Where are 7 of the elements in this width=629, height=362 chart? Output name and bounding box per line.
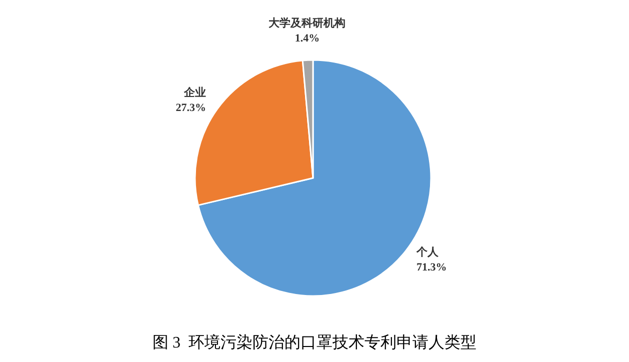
data-label: 1.4% [294,32,320,45]
data-label: 71.3% [416,261,447,274]
text: 图 3 环境污染防治的口罩技术专利申请人类型 [152,334,476,352]
slice-label: 个人 [416,245,440,258]
slice-label: 大学及科研机构 [268,16,346,30]
data-label: 27.3% [176,102,206,114]
slice-label: 企业 [182,86,206,100]
